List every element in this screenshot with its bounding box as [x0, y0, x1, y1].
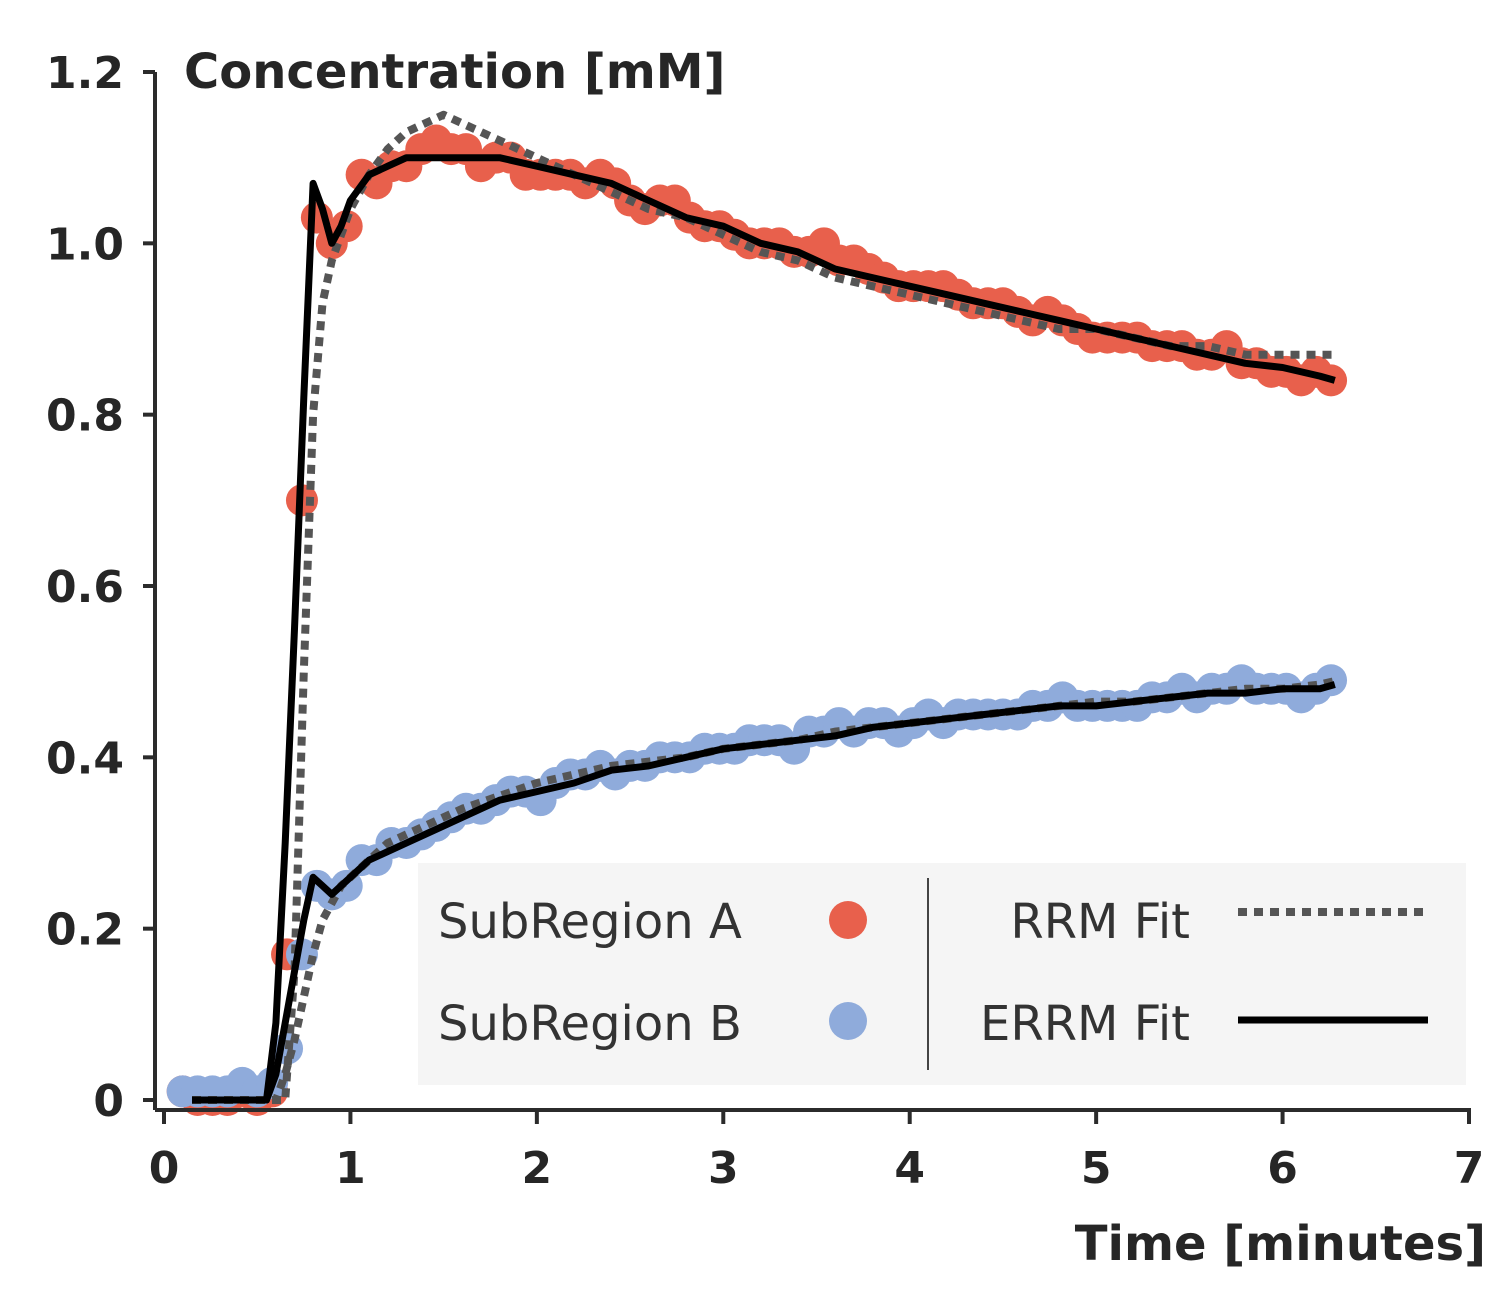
x-tick-label: 4: [894, 1143, 925, 1194]
legend-marker: [829, 901, 867, 939]
series-2-curve-1: [192, 676, 1340, 1104]
x-tick-label: 2: [522, 1143, 553, 1194]
y-tick-label: 0.6: [46, 562, 124, 613]
x-tick-label: 6: [1267, 1143, 1298, 1194]
lines-layer: [192, 110, 1340, 1104]
axes-layer: 0 0.2 0.4 0.6 0.8 1.0 1.2 0 1 2 3 4 5 6 7 Concentration…: [46, 44, 1486, 1272]
x-axis-title: Time [minutes]: [1075, 1216, 1486, 1272]
series-3-curve-0: [192, 154, 1336, 1104]
legend-label: SubRegion B: [438, 996, 742, 1052]
y-tick-label: 0: [93, 1076, 124, 1127]
legend-entry-2: RRM Fit: [1010, 894, 1428, 950]
x-tick-label: 3: [708, 1143, 739, 1194]
series-3-lines: [192, 154, 1336, 1104]
series-3-curve-1: [192, 681, 1336, 1104]
y-axis-title: Concentration [mM]: [184, 44, 725, 100]
legend-entry-0: SubRegion A: [438, 894, 867, 950]
legend-box: [418, 863, 1466, 1085]
legend-label: SubRegion A: [438, 894, 742, 950]
x-tick-label: 7: [1454, 1143, 1485, 1194]
x-tick-label: 5: [1081, 1143, 1112, 1194]
legend: SubRegion A SubRegion B RRM Fit ERRM Fit: [418, 863, 1466, 1085]
y-tick-label: 1.2: [46, 48, 124, 99]
x-tick-label: 1: [335, 1143, 366, 1194]
legend-label: RRM Fit: [1010, 894, 1190, 950]
y-tick-label: 0.4: [46, 733, 124, 784]
legend-label: ERRM Fit: [980, 996, 1190, 1052]
y-tick-label: 0.8: [46, 391, 124, 442]
legend-marker: [829, 1002, 867, 1040]
x-tick-label: 0: [149, 1143, 180, 1194]
y-tick-label: 1.0: [46, 219, 124, 270]
legend-entry-3: ERRM Fit: [980, 996, 1428, 1052]
y-tick-label: 0.2: [46, 905, 124, 956]
legend-entry-1: SubRegion B: [438, 996, 867, 1052]
